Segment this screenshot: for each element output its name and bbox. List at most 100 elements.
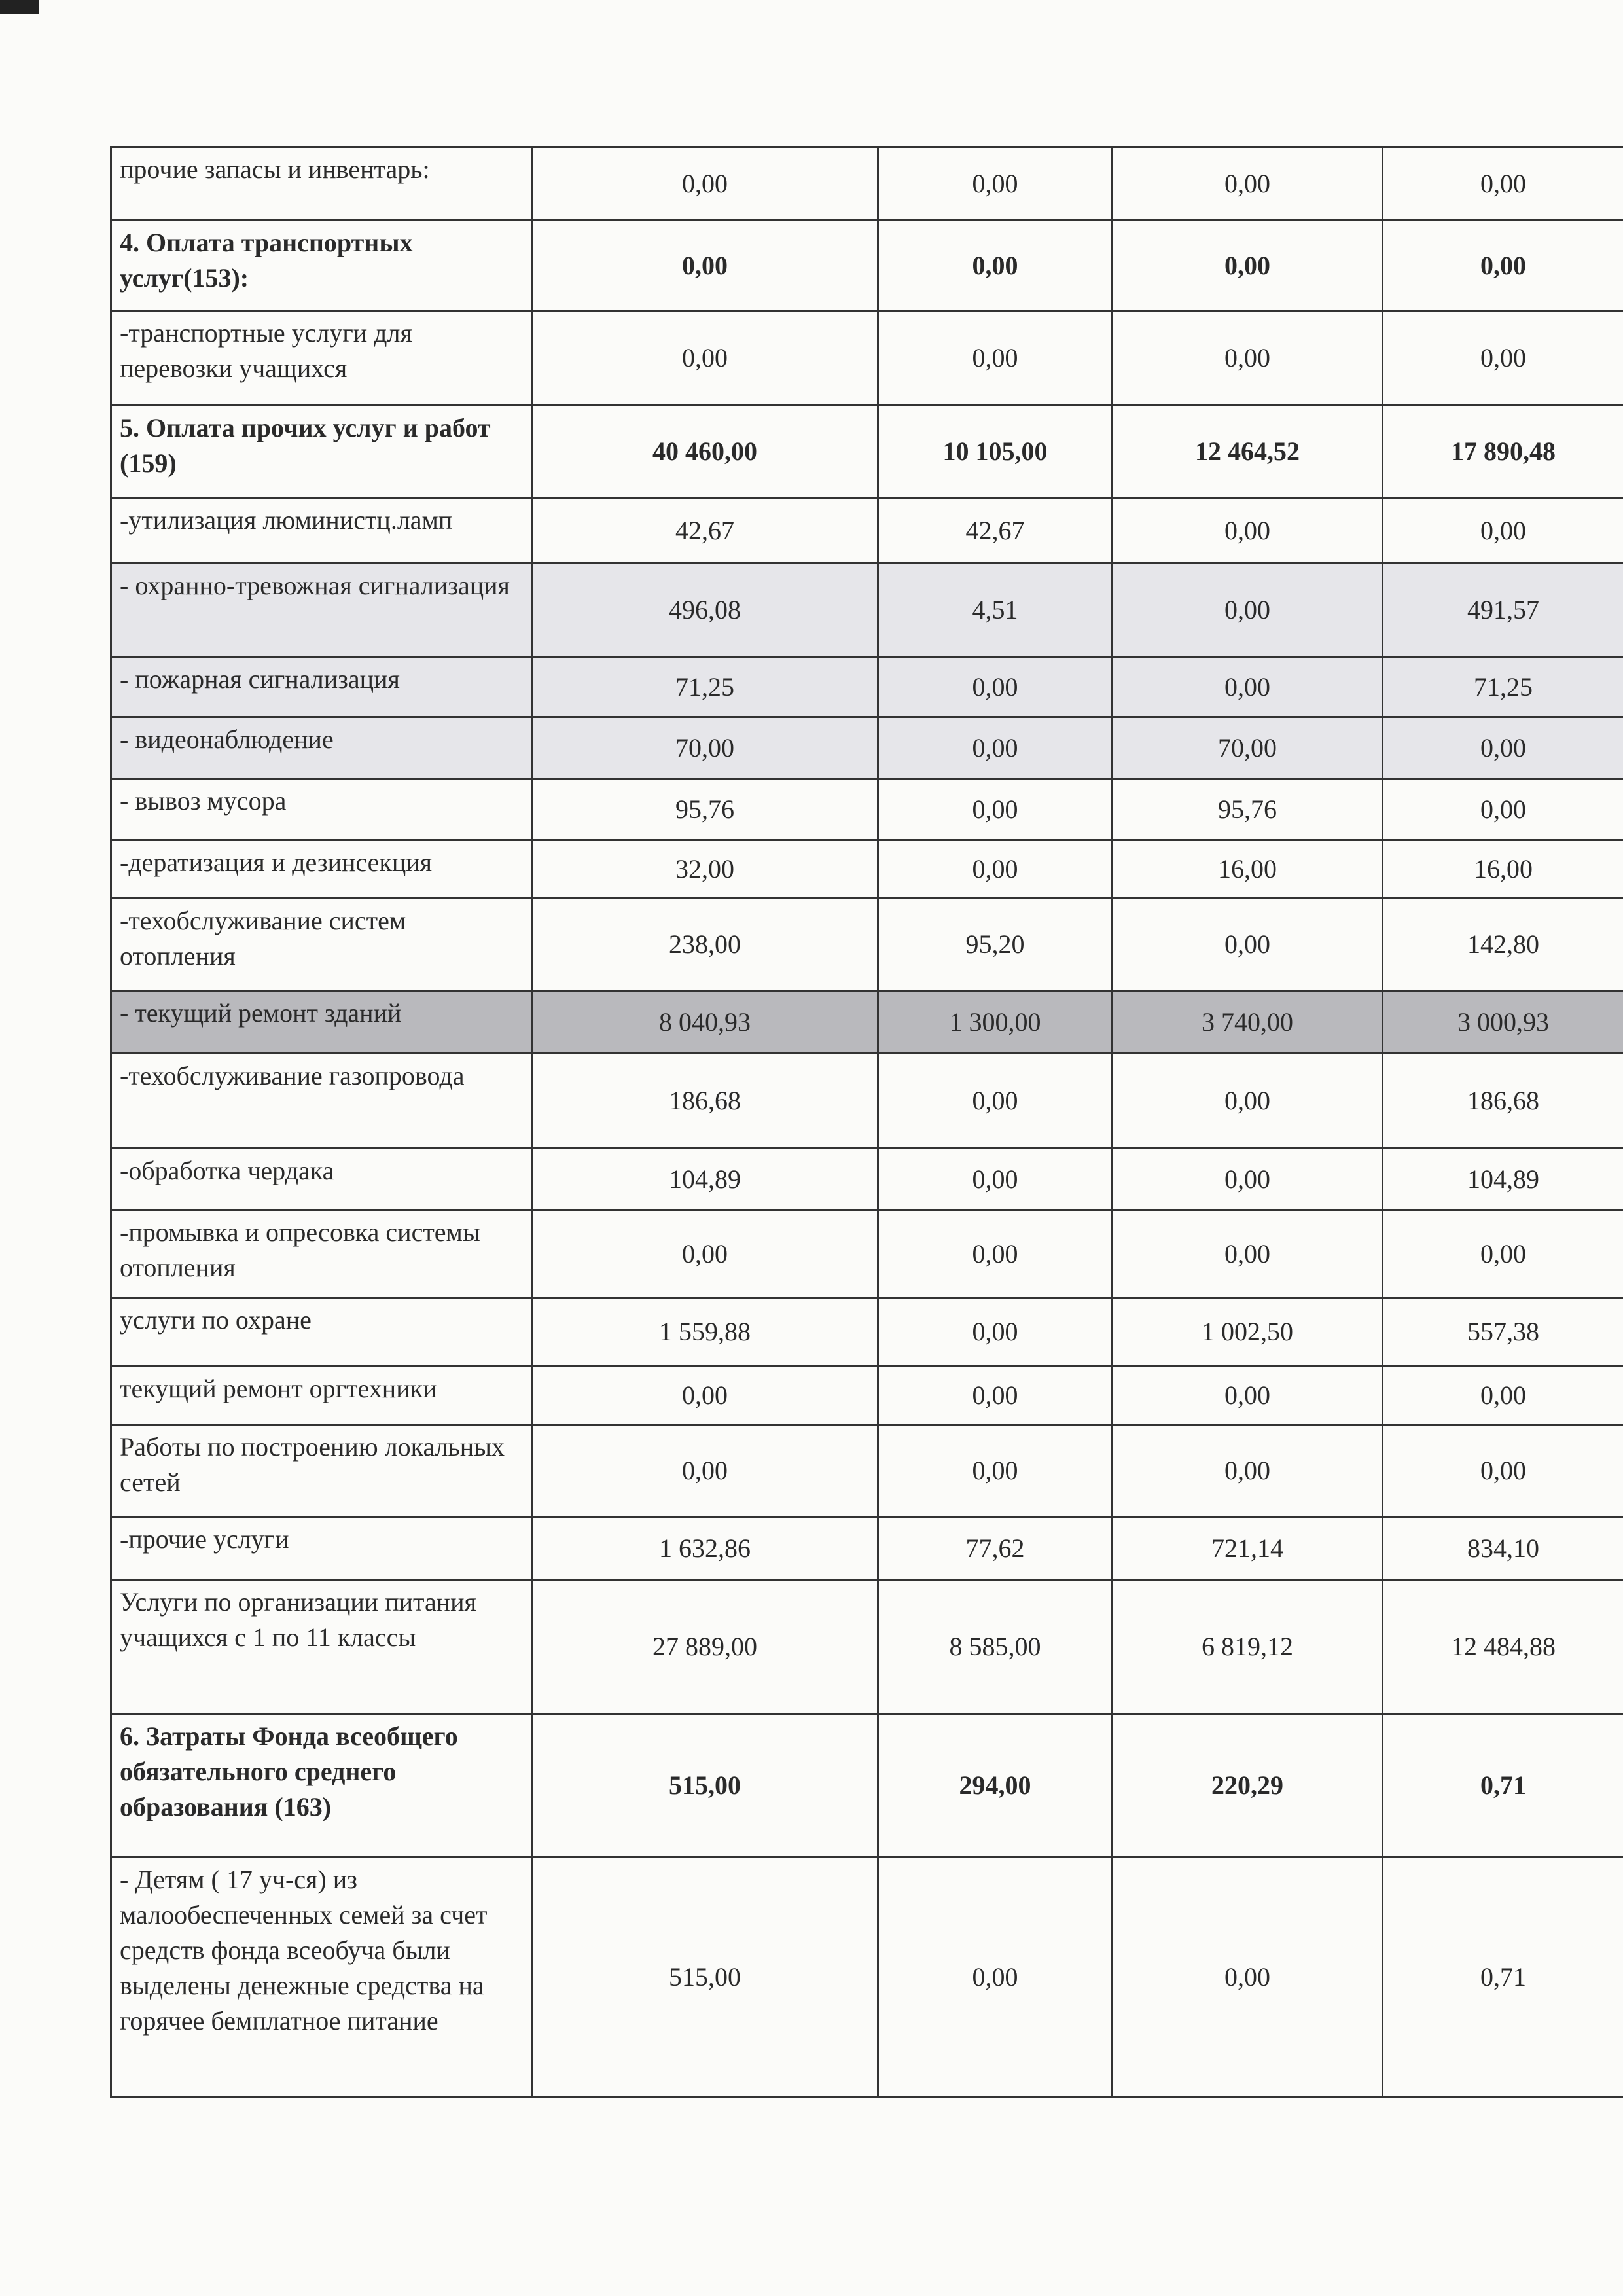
table-row: -техобслуживание газопровода 186,68 0,00 0,… xyxy=(110,1052,1623,1149)
row-label: услуги по охране xyxy=(110,1297,533,1367)
value-cell-col-2: 0,00 xyxy=(877,1297,1113,1367)
table-row: -дератизация и дезинсекция 32,00 0,00 16,00… xyxy=(110,839,1623,899)
value-cell-col-3: 0,00 xyxy=(1111,1856,1383,2098)
value-cell-col-4: 0,71 xyxy=(1382,1713,1623,1858)
value-cell-col-4: 557,38 xyxy=(1382,1297,1623,1367)
value-cell-col-2: 95,20 xyxy=(877,897,1113,992)
row-label: 5. Оплата прочих услуг и работ (159) xyxy=(110,404,533,499)
value-cell-col-4: 0,00 xyxy=(1382,1365,1623,1426)
value-cell-col-3: 0,00 xyxy=(1111,1209,1383,1299)
value-cell-col-3: 0,00 xyxy=(1111,1365,1383,1426)
value-cell-col-1: 0,00 xyxy=(531,1424,879,1518)
value-cell-col-2: 0,00 xyxy=(877,656,1113,718)
value-cell-col-4: 834,10 xyxy=(1382,1516,1623,1581)
table-row: - текущий ремонт зданий 8 040,93 1 300,00 3… xyxy=(110,990,1623,1054)
value-cell-col-3: 0,00 xyxy=(1111,497,1383,564)
row-label: -утилизация люминистц.ламп xyxy=(110,497,533,564)
value-cell-col-2: 0,00 xyxy=(877,716,1113,780)
value-cell-col-3: 95,76 xyxy=(1111,778,1383,841)
value-cell-col-4: 17 890,48 xyxy=(1382,404,1623,499)
row-label: 4. Оплата транспортных услуг(153): xyxy=(110,219,533,312)
value-cell-col-2: 0,00 xyxy=(877,219,1113,312)
table-row: - пожарная сигнализация 71,25 0,00 0,00 71,2… xyxy=(110,656,1623,718)
value-cell-col-3: 721,14 xyxy=(1111,1516,1383,1581)
value-cell-col-1: 104,89 xyxy=(531,1147,879,1211)
table-row: 6. Затраты Фонда всеобщего обязательного… xyxy=(110,1713,1623,1858)
row-label: -прочие услуги xyxy=(110,1516,533,1581)
value-cell-col-1: 1 632,86 xyxy=(531,1516,879,1581)
value-cell-col-3: 0,00 xyxy=(1111,897,1383,992)
value-cell-col-3: 0,00 xyxy=(1111,1147,1383,1211)
row-label: -техобслуживание газопровода xyxy=(110,1052,533,1149)
table-row: - вывоз мусора 95,76 0,00 95,76 0,00 xyxy=(110,778,1623,841)
value-cell-col-4: 71,25 xyxy=(1382,656,1623,718)
value-cell-col-4: 16,00 xyxy=(1382,839,1623,899)
value-cell-col-3: 0,00 xyxy=(1111,562,1383,658)
value-cell-col-4: 0,00 xyxy=(1382,778,1623,841)
value-cell-col-1: 32,00 xyxy=(531,839,879,899)
expense-table-body: прочие запасы и инвентарь: 0,00 0,00 0,00 0,… xyxy=(110,146,1623,2098)
value-cell-col-4: 142,80 xyxy=(1382,897,1623,992)
row-label: -дератизация и дезинсекция xyxy=(110,839,533,899)
value-cell-col-3: 12 464,52 xyxy=(1111,404,1383,499)
table-row: -обработка чердака 104,89 0,00 0,00 104,89 xyxy=(110,1147,1623,1211)
value-cell-col-3: 220,29 xyxy=(1111,1713,1383,1858)
value-cell-col-4: 0,71 xyxy=(1382,1856,1623,2098)
value-cell-col-3: 0,00 xyxy=(1111,1424,1383,1518)
value-cell-col-2: 0,00 xyxy=(877,1209,1113,1299)
value-cell-col-1: 0,00 xyxy=(531,1209,879,1299)
value-cell-col-1: 496,08 xyxy=(531,562,879,658)
value-cell-col-2: 294,00 xyxy=(877,1713,1113,1858)
row-label: - пожарная сигнализация xyxy=(110,656,533,718)
value-cell-col-2: 1 300,00 xyxy=(877,990,1113,1054)
value-cell-col-3: 0,00 xyxy=(1111,146,1383,221)
row-label: прочие запасы и инвентарь: xyxy=(110,146,533,221)
value-cell-col-4: 0,00 xyxy=(1382,716,1623,780)
table-row: -техобслуживание систем отопления 238,00 9… xyxy=(110,897,1623,992)
row-label: - Детям ( 17 уч-ся) из малообеспеченных … xyxy=(110,1856,533,2098)
value-cell-col-2: 0,00 xyxy=(877,146,1113,221)
value-cell-col-1: 0,00 xyxy=(531,146,879,221)
value-cell-col-1: 95,76 xyxy=(531,778,879,841)
expense-table: прочие запасы и инвентарь: 0,00 0,00 0,00 0,… xyxy=(110,146,1623,2098)
value-cell-col-3: 16,00 xyxy=(1111,839,1383,899)
value-cell-col-4: 0,00 xyxy=(1382,219,1623,312)
value-cell-col-2: 0,00 xyxy=(877,839,1113,899)
value-cell-col-2: 0,00 xyxy=(877,1147,1113,1211)
value-cell-col-2: 0,00 xyxy=(877,778,1113,841)
table-row: Услуги по организации питания учащихся с… xyxy=(110,1579,1623,1715)
value-cell-col-2: 0,00 xyxy=(877,1052,1113,1149)
table-row: Работы по построению локальных сетей 0,00… xyxy=(110,1424,1623,1518)
value-cell-col-4: 0,00 xyxy=(1382,146,1623,221)
row-label: - охранно-тревожная сигнализация xyxy=(110,562,533,658)
value-cell-col-1: 8 040,93 xyxy=(531,990,879,1054)
row-label: - видеонаблюдение xyxy=(110,716,533,780)
value-cell-col-4: 12 484,88 xyxy=(1382,1579,1623,1715)
value-cell-col-2: 0,00 xyxy=(877,310,1113,406)
row-label: текущий ремонт оргтехники xyxy=(110,1365,533,1426)
row-label: - вывоз мусора xyxy=(110,778,533,841)
row-label: 6. Затраты Фонда всеобщего обязательного… xyxy=(110,1713,533,1858)
row-label: -техобслуживание систем отопления xyxy=(110,897,533,992)
value-cell-col-4: 3 000,93 xyxy=(1382,990,1623,1054)
table-row: - Детям ( 17 уч-ся) из малообеспеченных … xyxy=(110,1856,1623,2098)
value-cell-col-3: 70,00 xyxy=(1111,716,1383,780)
value-cell-col-3: 1 002,50 xyxy=(1111,1297,1383,1367)
row-label: -транспортные услуги для перевозки учащи… xyxy=(110,310,533,406)
table-row: - видеонаблюдение 70,00 0,00 70,00 0,00 xyxy=(110,716,1623,780)
value-cell-col-2: 10 105,00 xyxy=(877,404,1113,499)
value-cell-col-1: 1 559,88 xyxy=(531,1297,879,1367)
table-row: -прочие услуги 1 632,86 77,62 721,14 834,10 xyxy=(110,1516,1623,1581)
value-cell-col-4: 0,00 xyxy=(1382,1209,1623,1299)
value-cell-col-2: 77,62 xyxy=(877,1516,1113,1581)
row-label: -обработка чердака xyxy=(110,1147,533,1211)
value-cell-col-4: 0,00 xyxy=(1382,310,1623,406)
table-row: - охранно-тревожная сигнализация 496,08 4,… xyxy=(110,562,1623,658)
value-cell-col-1: 238,00 xyxy=(531,897,879,992)
value-cell-col-1: 71,25 xyxy=(531,656,879,718)
value-cell-col-1: 0,00 xyxy=(531,310,879,406)
value-cell-col-3: 0,00 xyxy=(1111,219,1383,312)
table-row: текущий ремонт оргтехники 0,00 0,00 0,00 0,0… xyxy=(110,1365,1623,1426)
value-cell-col-2: 4,51 xyxy=(877,562,1113,658)
value-cell-col-1: 0,00 xyxy=(531,1365,879,1426)
